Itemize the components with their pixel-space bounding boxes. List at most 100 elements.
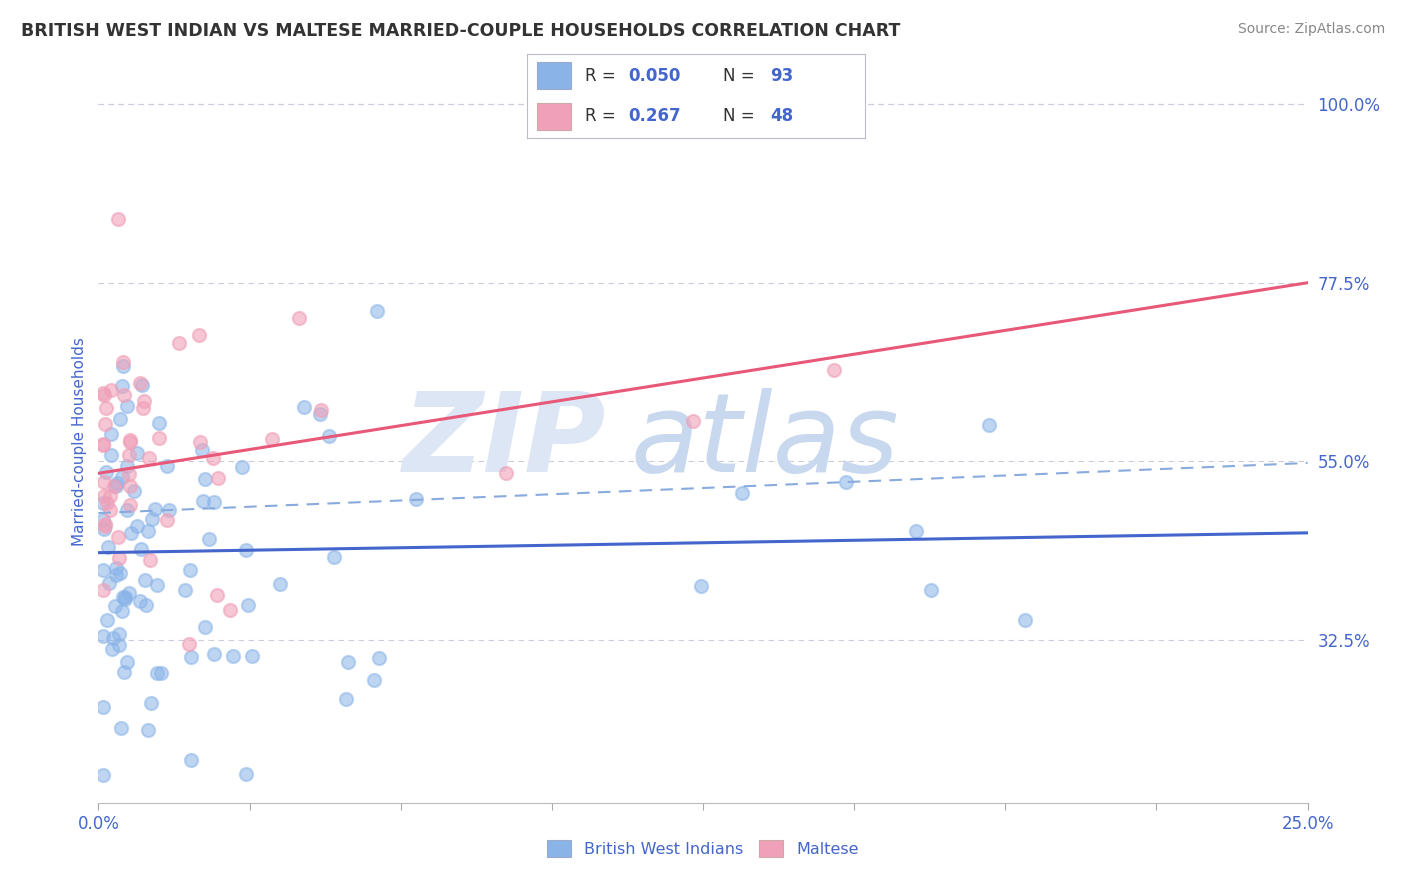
Point: [105, 475, 128, 490]
Point: [222, 648, 245, 663]
Point: [194, 472, 217, 486]
Point: [118, 586, 141, 600]
Point: [100, 427, 122, 442]
Point: [363, 673, 385, 687]
Point: [108, 627, 131, 641]
Point: [100, 383, 122, 397]
Point: [115, 458, 138, 473]
Point: [188, 328, 211, 343]
Point: [98, 489, 121, 503]
Point: [111, 604, 134, 618]
Point: [91, 385, 114, 400]
Point: [129, 376, 152, 390]
Point: [100, 642, 122, 657]
Point: [103, 478, 125, 492]
Point: [97, 576, 120, 591]
Point: [202, 495, 225, 509]
Point: [105, 561, 128, 575]
Point: [97, 540, 120, 554]
Point: [107, 530, 129, 544]
Point: [96, 495, 118, 509]
Point: [682, 414, 704, 428]
Point: [91, 700, 114, 714]
Text: 48: 48: [770, 107, 793, 125]
Point: [120, 433, 142, 447]
Point: [495, 467, 517, 481]
Point: [136, 524, 159, 538]
Point: [323, 549, 346, 564]
Point: [112, 388, 135, 402]
Point: [115, 655, 138, 669]
Point: [238, 599, 260, 613]
Point: [309, 403, 332, 417]
Point: [91, 438, 114, 452]
Point: [96, 614, 118, 628]
Point: [117, 399, 139, 413]
Point: [235, 766, 257, 780]
Text: R =: R =: [585, 67, 620, 85]
Point: [111, 470, 134, 484]
Point: [114, 590, 136, 604]
Point: [368, 651, 391, 665]
Text: BRITISH WEST INDIAN VS MALTESE MARRIED-COUPLE HOUSEHOLDS CORRELATION CHART: BRITISH WEST INDIAN VS MALTESE MARRIED-C…: [21, 22, 900, 40]
Point: [94, 417, 117, 431]
Text: R =: R =: [585, 107, 620, 125]
Point: [94, 516, 117, 531]
Point: [148, 431, 170, 445]
Point: [309, 407, 332, 421]
Point: [155, 513, 177, 527]
Point: [108, 638, 131, 652]
Point: [105, 479, 128, 493]
Point: [120, 434, 142, 449]
Point: [156, 459, 179, 474]
Point: [1014, 613, 1036, 627]
Point: [146, 578, 169, 592]
Point: [179, 563, 201, 577]
Text: N =: N =: [723, 67, 759, 85]
Point: [111, 378, 134, 392]
Point: [235, 543, 257, 558]
Point: [107, 212, 129, 227]
Point: [135, 599, 157, 613]
Point: [366, 304, 388, 318]
Point: [93, 475, 115, 489]
Point: [157, 502, 180, 516]
Text: 0.267: 0.267: [628, 107, 681, 125]
Point: [93, 388, 115, 402]
Point: [191, 443, 214, 458]
Point: [114, 591, 136, 606]
Text: ZIP: ZIP: [402, 388, 606, 495]
Point: [174, 582, 197, 597]
Point: [110, 721, 132, 735]
Point: [118, 467, 141, 482]
Point: [177, 637, 200, 651]
Point: [91, 629, 114, 643]
Point: [148, 417, 170, 431]
Point: [150, 665, 173, 680]
Text: 93: 93: [770, 67, 793, 85]
Point: [318, 429, 340, 443]
Bar: [537, 62, 571, 89]
Point: [920, 583, 942, 598]
Point: [143, 502, 166, 516]
Point: [129, 541, 152, 556]
Point: [112, 665, 135, 679]
Point: [91, 496, 114, 510]
Point: [180, 650, 202, 665]
Point: [167, 336, 190, 351]
Point: [139, 696, 162, 710]
Point: [194, 620, 217, 634]
Point: [91, 437, 114, 451]
Point: [94, 401, 117, 415]
Text: atlas: atlas: [630, 388, 898, 495]
Point: [108, 566, 131, 580]
Point: [111, 355, 134, 369]
Point: [180, 753, 202, 767]
Point: [118, 498, 141, 512]
Point: [134, 573, 156, 587]
Point: [122, 484, 145, 499]
Point: [823, 363, 845, 377]
Point: [125, 446, 148, 460]
Point: [689, 578, 711, 592]
Point: [108, 411, 131, 425]
